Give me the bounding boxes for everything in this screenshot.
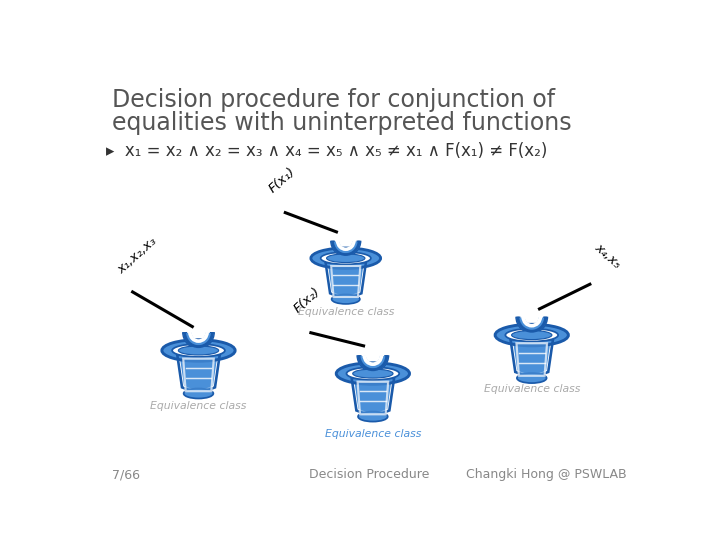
- Polygon shape: [510, 339, 553, 378]
- Text: ▸  x₁ = x₂ ∧ x₂ = x₃ ∧ x₄ = x₅ ∧ x₅ ≠ x₁ ∧ F(x₁) ≠ F(x₂): ▸ x₁ = x₂ ∧ x₂ = x₃ ∧ x₄ = x₅ ∧ x₅ ≠ x₁ …: [106, 142, 547, 160]
- Polygon shape: [351, 378, 394, 416]
- Polygon shape: [331, 266, 360, 297]
- Ellipse shape: [332, 294, 360, 304]
- Text: x₁,x₂,x₃: x₁,x₂,x₃: [114, 234, 159, 276]
- FancyBboxPatch shape: [86, 60, 652, 485]
- Polygon shape: [177, 355, 220, 394]
- Ellipse shape: [505, 329, 558, 341]
- Ellipse shape: [358, 411, 387, 422]
- Ellipse shape: [184, 388, 213, 399]
- Ellipse shape: [179, 346, 219, 355]
- Ellipse shape: [512, 330, 552, 340]
- Polygon shape: [183, 359, 214, 391]
- Ellipse shape: [162, 340, 235, 361]
- Text: Decision Procedure: Decision Procedure: [309, 468, 429, 481]
- Ellipse shape: [346, 367, 400, 380]
- Ellipse shape: [517, 373, 546, 383]
- Text: Equivalence class: Equivalence class: [297, 307, 394, 318]
- Ellipse shape: [336, 363, 410, 384]
- Ellipse shape: [311, 248, 381, 268]
- Ellipse shape: [172, 344, 225, 357]
- Text: equalities with uninterpreted functions: equalities with uninterpreted functions: [112, 111, 572, 135]
- Polygon shape: [516, 343, 547, 376]
- Ellipse shape: [495, 325, 568, 346]
- Text: Equivalence class: Equivalence class: [150, 401, 247, 411]
- Ellipse shape: [353, 369, 393, 378]
- Text: Changki Hong @ PSWLAB: Changki Hong @ PSWLAB: [466, 468, 626, 481]
- Polygon shape: [325, 262, 366, 299]
- Text: 7/66: 7/66: [112, 468, 140, 481]
- Ellipse shape: [320, 252, 371, 265]
- Text: Equivalence class: Equivalence class: [325, 429, 421, 439]
- Ellipse shape: [327, 254, 365, 262]
- Polygon shape: [358, 382, 388, 414]
- Text: Decision procedure for conjunction of: Decision procedure for conjunction of: [112, 88, 555, 112]
- Text: Equivalence class: Equivalence class: [484, 384, 580, 394]
- Text: x₄,x₅: x₄,x₅: [593, 241, 624, 271]
- Text: F(x₂): F(x₂): [292, 285, 323, 316]
- Text: F(x₁): F(x₁): [266, 165, 299, 195]
